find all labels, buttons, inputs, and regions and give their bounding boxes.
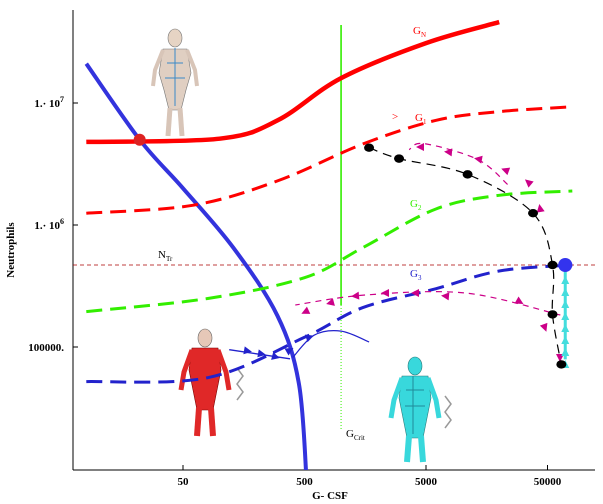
- x-tick-label: 50000: [534, 476, 562, 488]
- x-axis-title: G- CSF: [312, 490, 348, 502]
- magenta-arrowhead: [474, 155, 483, 164]
- muscle-figure-icon: [178, 328, 244, 437]
- cyan-arrowhead: [561, 276, 570, 285]
- cyan-arrowhead: [561, 336, 570, 345]
- legend-marker: >: [392, 111, 398, 123]
- magenta-arrowhead: [536, 204, 545, 213]
- trajectory-point: [556, 360, 567, 369]
- y-tick-label: 100000.: [28, 342, 64, 354]
- magenta-arrowhead: [351, 291, 360, 300]
- navy-arrowhead: [304, 334, 314, 343]
- navy-arrowhead: [243, 346, 252, 355]
- magenta-arrowhead: [441, 292, 450, 301]
- series-line-g2: [86, 189, 573, 314]
- intersection-point: [133, 133, 146, 146]
- magenta-arrowhead: [524, 179, 534, 188]
- navy-trajectory: [292, 330, 370, 358]
- x-tick-label: 500: [296, 476, 313, 488]
- magenta-arrowhead: [381, 289, 389, 297]
- trajectories-layer: [229, 142, 570, 369]
- magenta-arrowhead: [444, 148, 453, 157]
- points-layer: [133, 133, 573, 369]
- magenta-arrowhead: [539, 322, 548, 332]
- series-label-g2: G2: [410, 198, 422, 212]
- steady-state-point: [558, 258, 573, 273]
- n-tr-label: NTr: [158, 249, 173, 263]
- series-line-g3: [86, 263, 573, 384]
- y-axis-title: Neutrophils: [5, 222, 17, 278]
- cyan-arrowhead: [561, 288, 570, 297]
- x-tick-label: 50: [178, 476, 190, 488]
- trajectory-point: [364, 143, 375, 152]
- magenta-arrowhead: [514, 296, 524, 304]
- trajectory-point: [394, 154, 405, 163]
- series-label-gN: GN: [413, 25, 426, 39]
- cyan-figure-icon: [388, 356, 452, 463]
- trajectory-point: [462, 170, 473, 179]
- series-line-gN: [86, 19, 500, 145]
- series-label-g3: G3: [410, 268, 422, 282]
- series-label-g1: G1: [415, 112, 427, 126]
- cyan-arrowhead: [561, 312, 570, 321]
- series-line-g1: [86, 105, 573, 215]
- magenta-arrowhead: [326, 298, 335, 306]
- magenta-arrowhead: [501, 167, 511, 176]
- g-crit-label: GCrit: [346, 428, 365, 442]
- y-tick-label: 1.· 107: [34, 95, 64, 110]
- magenta-arrowhead: [416, 143, 424, 151]
- trajectory-point: [547, 310, 558, 319]
- black-trajectory: [368, 147, 562, 365]
- cyan-arrowhead: [561, 324, 570, 333]
- navy-arrowhead: [257, 349, 266, 358]
- trajectory-point: [547, 260, 558, 270]
- x-tick-label: 5000: [415, 476, 438, 488]
- cyan-arrowhead: [561, 300, 570, 309]
- trajectory-point: [528, 208, 539, 218]
- cyan-arrowhead: [561, 348, 570, 357]
- magenta-arrowhead: [301, 306, 311, 314]
- ticks-layer: 50 500 5000 50000 100000. 1.· 106 1.· 107: [28, 95, 562, 488]
- magenta-arrowhead: [411, 289, 419, 297]
- navy-arrowhead: [271, 352, 280, 360]
- labels-layer: GN G1 G2 G3 > NTr GCrit: [158, 25, 427, 442]
- navy-arrowhead: [284, 348, 294, 356]
- y-tick-label: 1.· 106: [34, 217, 64, 232]
- body-figure-icon: [151, 28, 199, 137]
